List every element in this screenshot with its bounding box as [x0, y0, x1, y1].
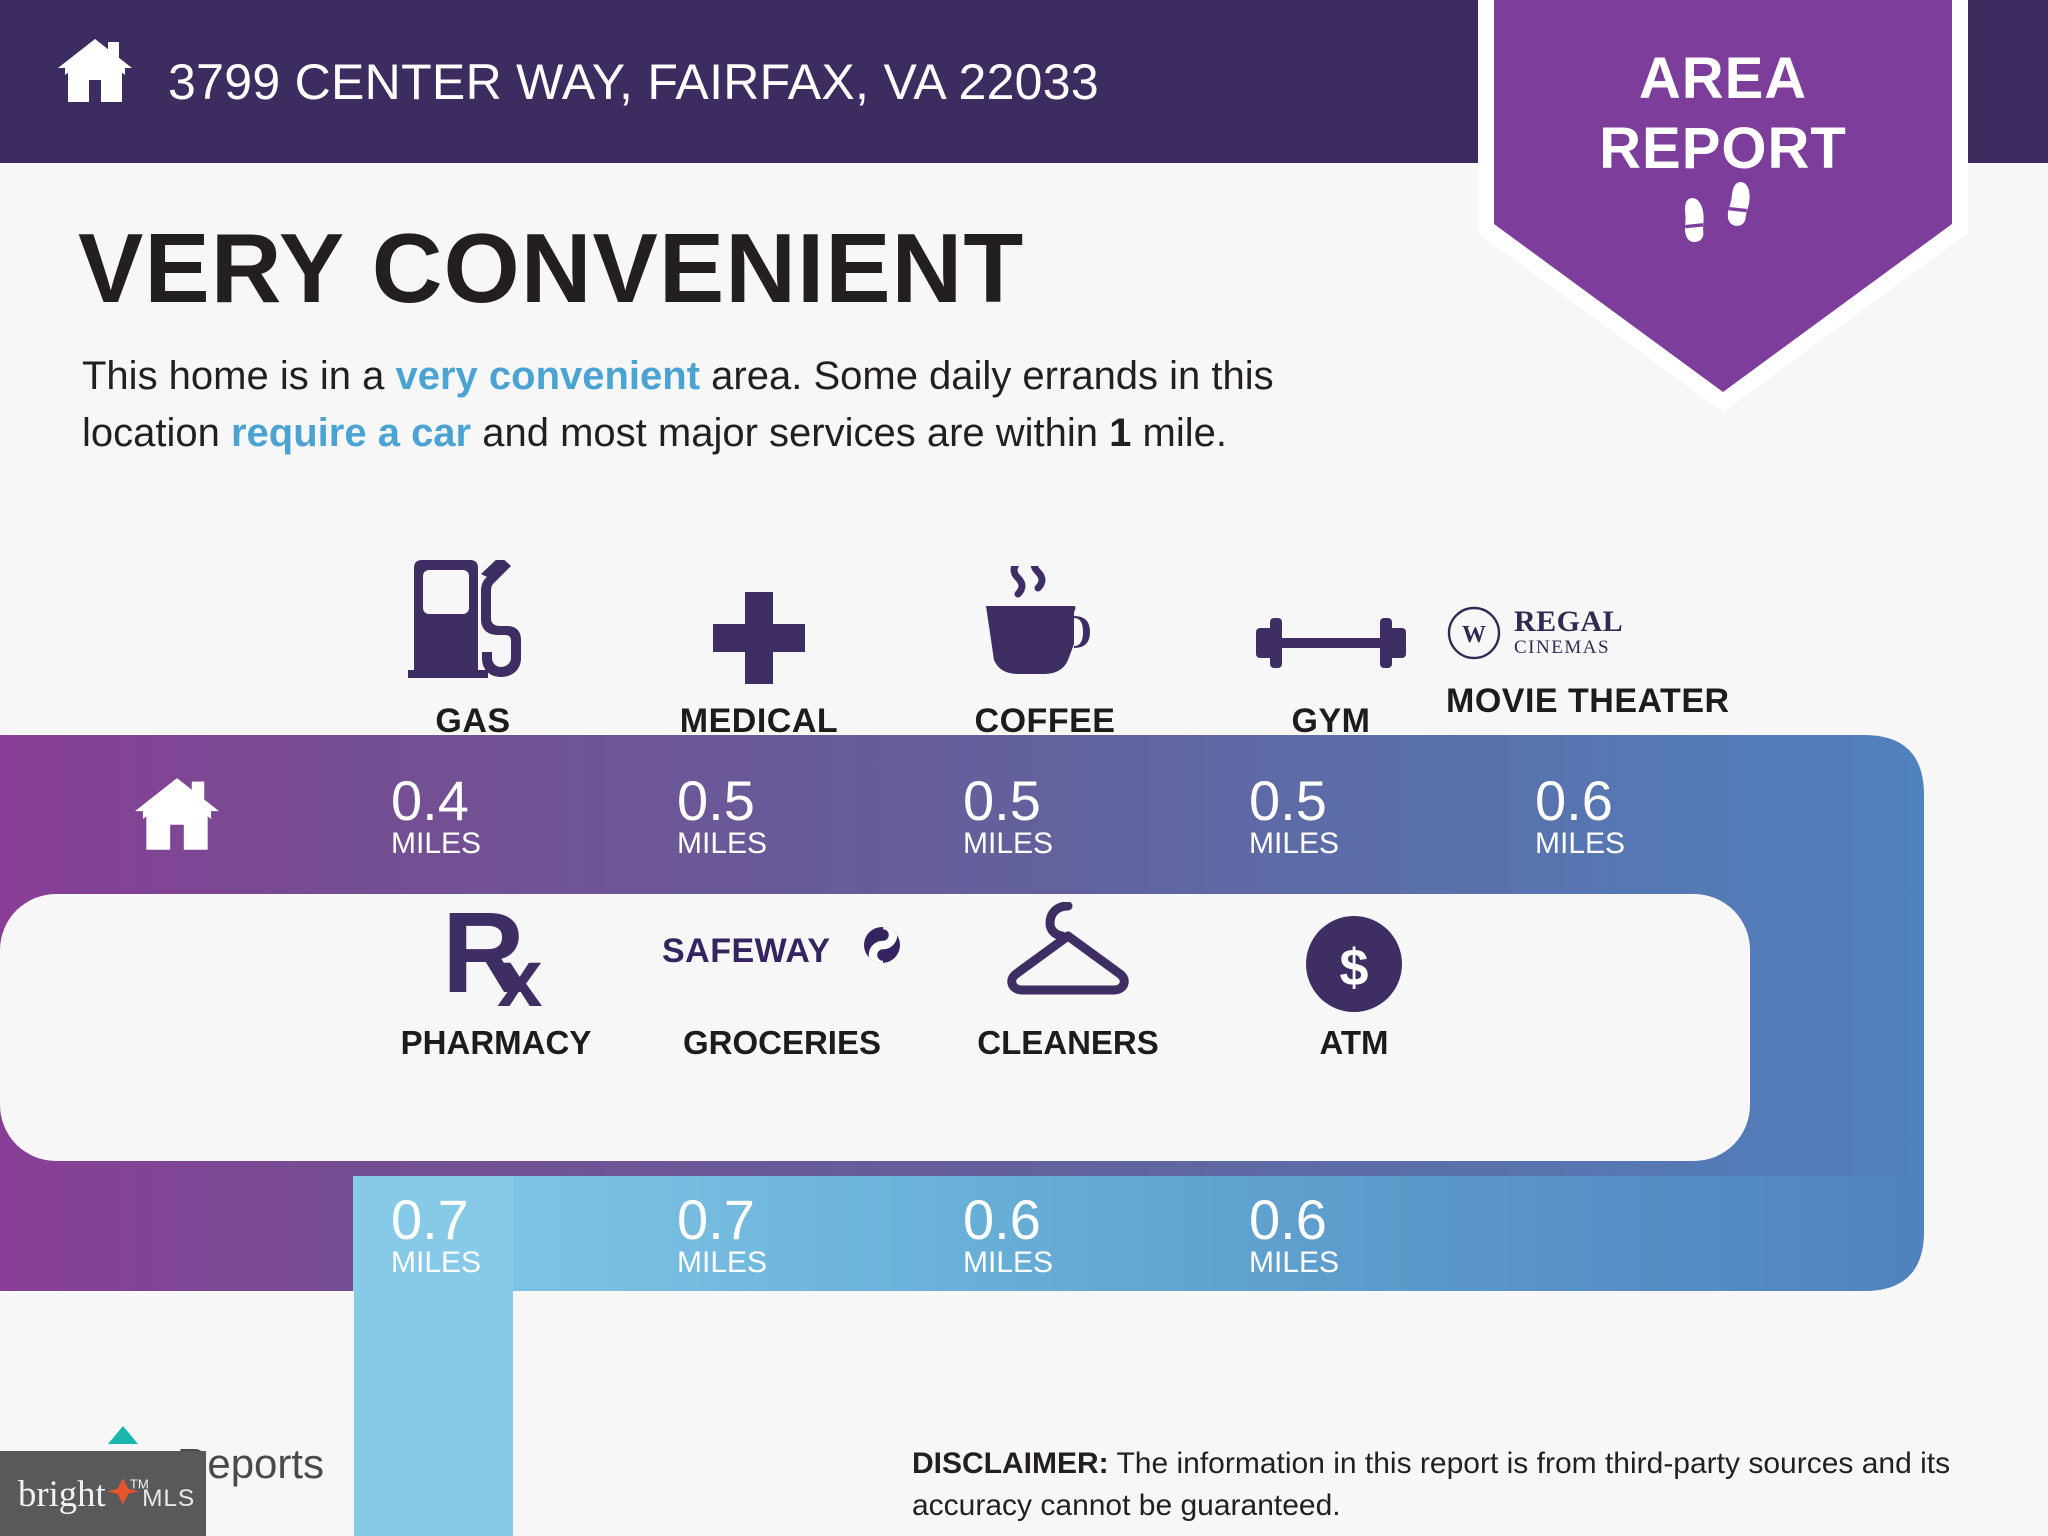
svg-text:bright: bright [18, 1473, 106, 1514]
svg-text:REPORT: REPORT [1599, 116, 1847, 181]
svg-text:AREA: AREA [1639, 46, 1807, 111]
svg-text:REGAL: REGAL [1514, 605, 1623, 638]
svg-text:$: $ [1340, 939, 1369, 997]
svg-text:W: W [1462, 622, 1486, 648]
svg-text:CINEMAS: CINEMAS [1514, 637, 1610, 658]
svg-text:MLS: MLS [142, 1485, 195, 1512]
svg-text:x: x [497, 933, 543, 1012]
svg-text:SAFEWAY: SAFEWAY [662, 932, 831, 970]
